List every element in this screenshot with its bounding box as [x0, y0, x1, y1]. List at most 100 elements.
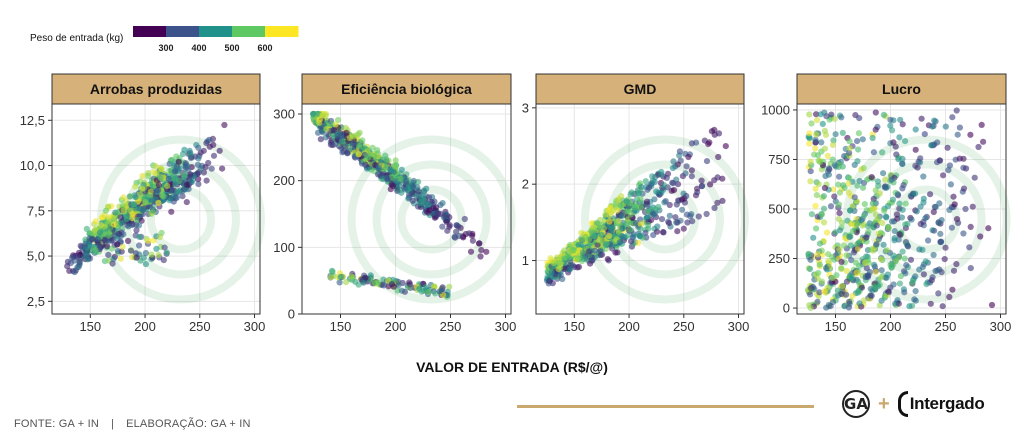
scatter-point	[907, 256, 915, 263]
scatter-point	[827, 303, 834, 310]
scatter-point	[127, 247, 135, 254]
scatter-point	[838, 265, 845, 272]
scatter-point	[820, 193, 828, 200]
scatter-point	[203, 140, 210, 147]
facet-title: Arrobas produzidas	[90, 81, 222, 97]
scatter-point	[186, 147, 193, 154]
scatter-point	[852, 259, 859, 266]
facet-title: Eficiência biológica	[341, 81, 472, 97]
scatter-point	[920, 271, 928, 278]
scatter-point	[387, 167, 394, 174]
facet-strip	[796, 73, 1007, 105]
y-tick-label: 2,5	[27, 294, 45, 309]
scatter-point	[821, 184, 829, 192]
scatter-point	[846, 145, 853, 152]
scatter-point	[880, 241, 887, 248]
scatter-point	[650, 232, 657, 239]
scatter-point	[722, 143, 729, 150]
scatter-point	[654, 223, 661, 230]
brand-logos: GA + Intergado	[842, 386, 985, 422]
scatter-point	[812, 202, 819, 210]
scatter-point	[674, 228, 681, 235]
scatter-point	[159, 192, 166, 199]
scatter-point	[839, 129, 846, 136]
scatter-point	[985, 225, 992, 232]
scatter-point	[645, 184, 653, 191]
scatter-point	[843, 267, 850, 275]
scatter-point	[855, 278, 862, 285]
scatter-point	[980, 138, 987, 145]
scatter-point	[930, 251, 937, 259]
scatter-point	[849, 292, 856, 299]
scatter-point	[682, 170, 689, 177]
scatter-point	[407, 284, 414, 292]
scatter-point	[409, 197, 416, 204]
legend: Peso de entrada (kg) 300 400 500 600	[30, 26, 299, 53]
x-tick-label: 300	[495, 319, 517, 334]
scatter-point	[176, 177, 183, 185]
scatter-point	[356, 143, 363, 150]
scatter-point	[349, 140, 356, 147]
scatter-point	[637, 232, 644, 240]
scatter-point	[469, 237, 476, 244]
scatter-point	[836, 189, 844, 196]
scatter-point	[967, 131, 974, 138]
scatter-point	[74, 253, 81, 260]
scatter-point	[960, 164, 967, 171]
scatter-point	[835, 201, 843, 208]
scatter-point	[931, 117, 938, 124]
scatter-point	[891, 228, 898, 235]
scatter-point	[838, 290, 845, 298]
scatter-point	[942, 244, 949, 251]
scatter-point	[670, 187, 678, 194]
scatter-point	[930, 208, 937, 216]
scatter-point	[434, 211, 441, 218]
scatter-point	[694, 185, 701, 192]
scatter-point	[937, 238, 945, 245]
scatter-point	[831, 193, 838, 200]
scatter-point	[892, 300, 899, 307]
scatter-point	[876, 190, 883, 197]
scatter-point	[947, 181, 955, 188]
scatter-point	[172, 168, 179, 175]
scatter-point	[138, 217, 145, 224]
scatter-point	[210, 152, 218, 159]
scatter-point	[846, 138, 853, 145]
scatter-point	[684, 219, 691, 226]
scatter-point	[944, 144, 951, 151]
scatter-point	[615, 197, 623, 204]
scatter-point	[609, 207, 616, 214]
scatter-point	[645, 221, 652, 228]
scatter-point	[689, 218, 696, 225]
scatter-point	[443, 218, 450, 225]
scatter-point	[374, 147, 381, 154]
scatter-point	[136, 242, 143, 249]
scatter-point	[160, 257, 167, 264]
scatter-point	[64, 263, 71, 270]
scatter-point	[847, 207, 854, 214]
scatter-point	[431, 283, 438, 290]
scatter-point	[967, 265, 974, 272]
scatter-point	[815, 269, 822, 277]
scatter-point	[813, 117, 821, 124]
scatter-point	[360, 279, 367, 286]
scatter-point	[816, 261, 823, 268]
scatter-point	[875, 236, 883, 243]
scatter-point	[887, 116, 894, 123]
scatter-point	[814, 298, 821, 305]
scatter-point	[619, 225, 626, 232]
scatter-point	[939, 303, 946, 310]
facet-strip	[535, 73, 745, 105]
scatter-point	[475, 240, 483, 247]
scatter-point	[818, 210, 825, 218]
scatter-point	[707, 181, 714, 188]
scatter-point	[398, 287, 406, 294]
scatter-point	[825, 258, 832, 265]
scatter-point	[950, 267, 958, 274]
scatter-point	[949, 286, 956, 293]
scatter-point	[888, 176, 895, 183]
scatter-point	[824, 152, 831, 159]
y-tick-label: 1	[522, 253, 529, 268]
scatter-point	[651, 196, 658, 203]
scatter-point	[568, 248, 575, 255]
